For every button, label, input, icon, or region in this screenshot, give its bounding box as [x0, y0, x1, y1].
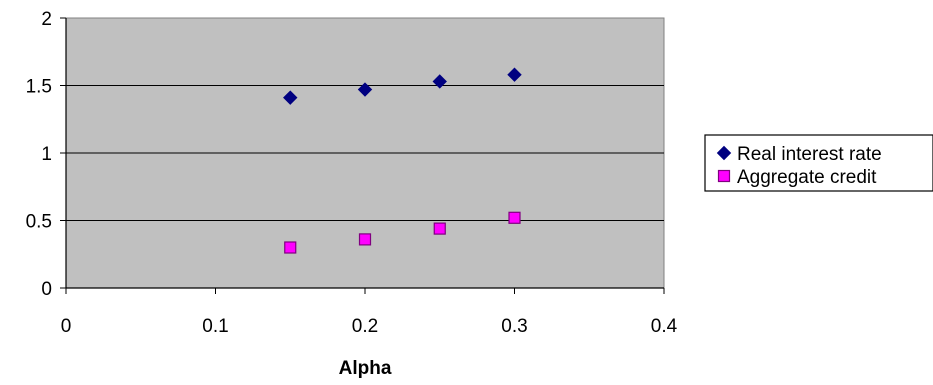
x-tick-label: 0.2 — [352, 316, 378, 337]
legend-label: Real interest rate — [737, 144, 882, 165]
y-tick-label: 0.5 — [26, 212, 52, 233]
interest-rate-point — [283, 90, 298, 105]
legend-box — [704, 134, 933, 192]
interest-rate-point — [507, 67, 522, 82]
interest-rate-point — [432, 74, 447, 89]
y-tick-label: 1 — [41, 144, 52, 165]
y-axis-ticks: 0 0.5 1 1.5 2 — [26, 9, 66, 300]
x-tick-label: 0 — [61, 316, 72, 337]
x-tick-label: 0.3 — [501, 316, 527, 337]
x-tick-label: 0.4 — [651, 316, 678, 337]
x-axis-ticks: 0 0.1 0.2 0.3 0.4 — [61, 288, 678, 337]
legend-label: Aggregate credit — [737, 167, 877, 188]
credit-point — [508, 211, 521, 224]
interest-rate-point — [357, 82, 373, 97]
legend-marker-aggregate-credit — [717, 169, 731, 183]
credit-point — [284, 241, 297, 254]
data-points — [283, 67, 522, 254]
x-axis-label: Alpha — [339, 358, 392, 379]
y-tick-label: 2 — [41, 9, 52, 30]
x-tick-label: 0.1 — [202, 316, 228, 337]
credit-point — [358, 233, 372, 246]
credit-point — [433, 222, 446, 235]
legend-marker-real-interest-rate — [716, 145, 732, 161]
y-tick-label: 1.5 — [26, 77, 52, 98]
y-tick-label: 0 — [41, 279, 52, 300]
